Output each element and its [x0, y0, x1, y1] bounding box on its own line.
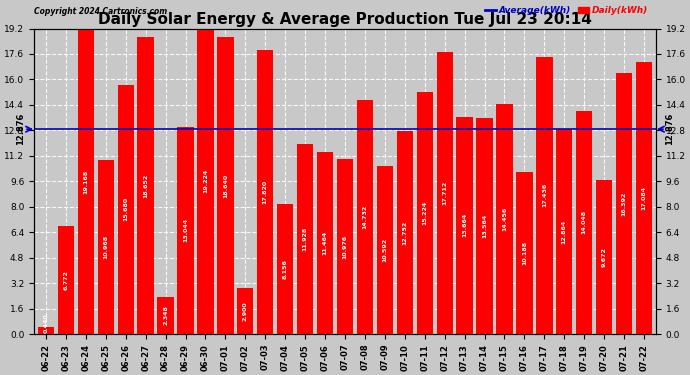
Text: 2.900: 2.900: [243, 301, 248, 321]
Bar: [616, 73, 632, 334]
Bar: [536, 57, 553, 334]
Bar: [317, 152, 333, 334]
Text: 10.592: 10.592: [382, 238, 387, 262]
Bar: [217, 38, 233, 334]
Text: Copyright 2024 Cartronics.com: Copyright 2024 Cartronics.com: [34, 7, 167, 16]
Text: 17.820: 17.820: [263, 180, 268, 204]
Bar: [377, 165, 393, 334]
Text: 9.672: 9.672: [602, 247, 607, 267]
Bar: [97, 159, 114, 334]
Text: 0.440: 0.440: [43, 314, 48, 333]
Text: 6.772: 6.772: [63, 270, 68, 290]
Bar: [137, 37, 154, 334]
Text: 19.168: 19.168: [83, 170, 88, 194]
Text: 17.084: 17.084: [642, 186, 647, 210]
Title: Daily Solar Energy & Average Production Tue Jul 23 20:14: Daily Solar Energy & Average Production …: [98, 12, 592, 27]
Text: 18.640: 18.640: [223, 174, 228, 198]
Bar: [117, 84, 134, 334]
Bar: [397, 131, 413, 334]
Bar: [257, 51, 273, 334]
Text: 18.652: 18.652: [143, 174, 148, 198]
Text: 17.712: 17.712: [442, 181, 447, 205]
Text: 8.156: 8.156: [283, 259, 288, 279]
Bar: [417, 92, 433, 334]
Text: 10.968: 10.968: [104, 235, 108, 259]
Text: 10.976: 10.976: [342, 235, 348, 259]
Bar: [636, 62, 652, 334]
Bar: [596, 180, 612, 334]
Bar: [556, 129, 573, 334]
Text: 15.224: 15.224: [422, 201, 427, 225]
Text: 14.048: 14.048: [582, 210, 586, 234]
Bar: [237, 288, 253, 334]
Text: 13.044: 13.044: [183, 218, 188, 242]
Text: 14.732: 14.732: [362, 205, 368, 229]
Legend: Average(kWh), Daily(kWh): Average(kWh), Daily(kWh): [482, 3, 651, 19]
Text: 12.864: 12.864: [562, 220, 566, 244]
Bar: [58, 226, 74, 334]
Text: 19.224: 19.224: [203, 169, 208, 193]
Bar: [516, 172, 533, 334]
Bar: [496, 104, 513, 334]
Text: 12.876: 12.876: [665, 113, 674, 146]
Text: 17.436: 17.436: [542, 183, 547, 207]
Bar: [277, 204, 293, 334]
Bar: [476, 118, 493, 334]
Bar: [576, 111, 593, 334]
Text: 12.876: 12.876: [16, 113, 25, 146]
Bar: [197, 28, 214, 334]
Bar: [357, 100, 373, 334]
Bar: [157, 297, 174, 334]
Bar: [297, 144, 313, 334]
Bar: [337, 159, 353, 334]
Text: 14.456: 14.456: [502, 207, 507, 231]
Text: 11.464: 11.464: [322, 231, 328, 255]
Text: 15.680: 15.680: [124, 197, 128, 221]
Text: 12.752: 12.752: [402, 220, 407, 245]
Text: 11.928: 11.928: [303, 227, 308, 251]
Text: 2.348: 2.348: [163, 306, 168, 326]
Bar: [78, 29, 94, 334]
Text: 13.664: 13.664: [462, 213, 467, 237]
Bar: [437, 52, 453, 334]
Bar: [457, 117, 473, 334]
Text: 13.564: 13.564: [482, 214, 487, 238]
Text: 16.392: 16.392: [622, 192, 627, 216]
Bar: [177, 126, 194, 334]
Text: 10.188: 10.188: [522, 241, 527, 265]
Bar: [38, 327, 54, 334]
